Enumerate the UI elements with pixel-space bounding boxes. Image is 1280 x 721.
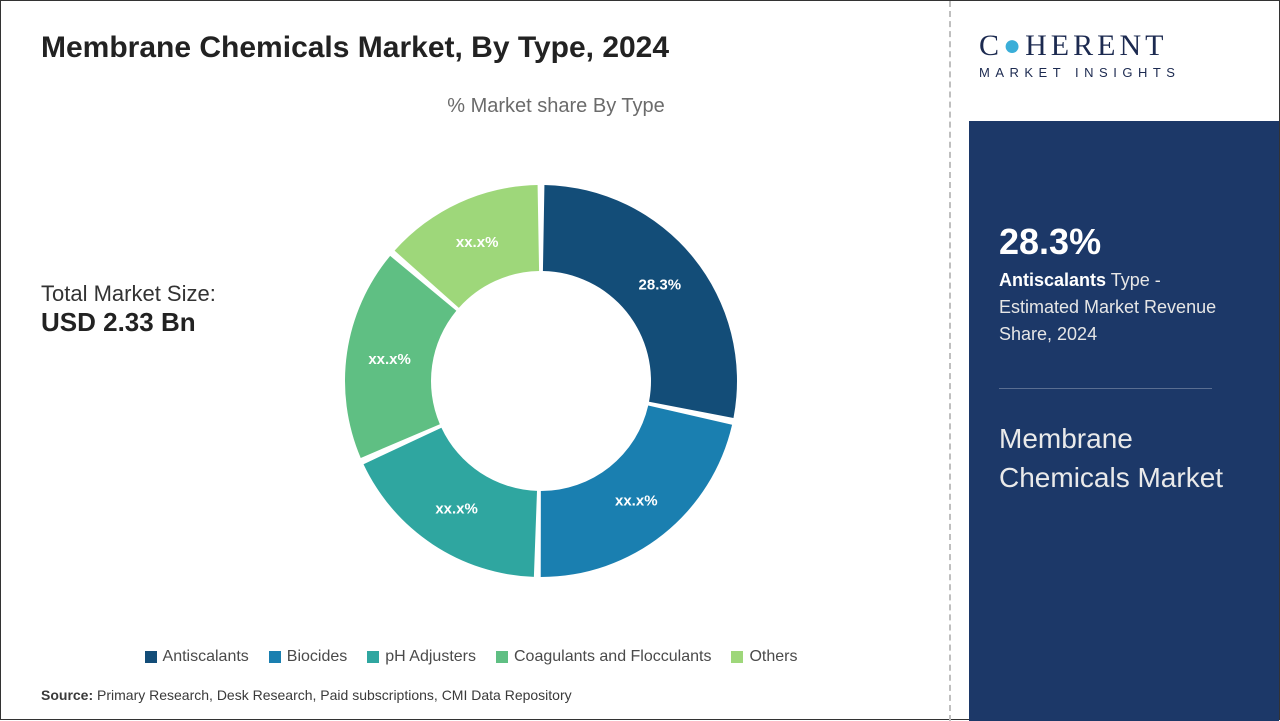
market-name: Membrane Chemicals Market (999, 419, 1249, 497)
source-label: Source: (41, 687, 93, 703)
logo-main: C●HERENT (979, 29, 1259, 63)
stat-rest2: Estimated Market Revenue Share, 2024 (999, 297, 1216, 344)
legend-label: pH Adjusters (385, 648, 476, 665)
stat-desc: Antiscalants Type - Estimated Market Rev… (999, 267, 1249, 348)
legend-label: Biocides (287, 648, 347, 665)
source-text: Primary Research, Desk Research, Paid su… (97, 687, 572, 703)
legend-item: Antiscalants (145, 648, 249, 666)
donut-slice (541, 406, 732, 577)
legend-item: Coagulants and Flocculants (496, 648, 711, 666)
legend-swatch (145, 651, 157, 663)
brand-logo: C●HERENT MARKET INSIGHTS (951, 1, 1279, 90)
legend-label: Antiscalants (163, 648, 249, 665)
market-size-label: Total Market Size: (41, 281, 216, 307)
source-line: Source: Primary Research, Desk Research,… (41, 687, 572, 703)
slice-label: xx.x% (615, 493, 658, 510)
legend-label: Coagulants and Flocculants (514, 648, 711, 665)
slice-label: xx.x% (435, 501, 478, 518)
legend-item: Biocides (269, 648, 347, 666)
slice-label: xx.x% (456, 234, 499, 251)
page-title: Membrane Chemicals Market, By Type, 2024 (41, 31, 921, 65)
legend-swatch (367, 651, 379, 663)
slice-label: xx.x% (368, 351, 411, 368)
chart-subtitle: % Market share By Type (191, 95, 921, 118)
stat-rest1: Type - (1106, 270, 1161, 290)
stat-pct: 28.3% (999, 221, 1249, 263)
logo-sub: MARKET INSIGHTS (979, 65, 1259, 80)
logo-dot-icon: ● (1003, 29, 1025, 62)
donut-chart: 28.3% xx.x% xx.x% xx.x% xx.x% (341, 181, 741, 581)
legend-swatch (731, 651, 743, 663)
main-panel: Membrane Chemicals Market, By Type, 2024… (1, 1, 941, 721)
market-size-block: Total Market Size: USD 2.33 Bn (41, 281, 216, 338)
donut-slice (543, 185, 737, 418)
market-size-value: USD 2.33 Bn (41, 307, 216, 338)
legend-item: pH Adjusters (367, 648, 476, 666)
legend-label: Others (749, 648, 797, 665)
legend-swatch (269, 651, 281, 663)
divider (999, 388, 1212, 389)
legend-swatch (496, 651, 508, 663)
stat-panel: 28.3% Antiscalants Type - Estimated Mark… (969, 121, 1279, 721)
logo-c: C (979, 29, 1003, 62)
stat-type-bold: Antiscalants (999, 270, 1106, 290)
logo-herent: HERENT (1025, 29, 1167, 62)
chart-legend: Antiscalants Biocides pH Adjusters Coagulan… (1, 648, 941, 666)
right-panel: C●HERENT MARKET INSIGHTS 28.3% Antiscala… (949, 1, 1279, 721)
legend-item: Others (731, 648, 797, 666)
slice-label: 28.3% (639, 277, 682, 294)
